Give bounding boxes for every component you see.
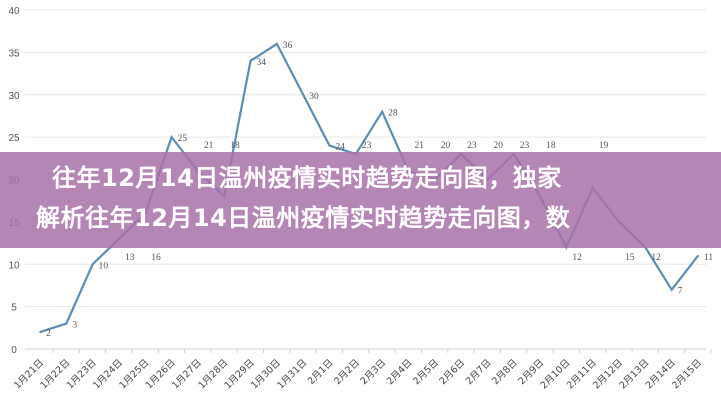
data-label: 25 bbox=[178, 134, 188, 144]
y-tick-label: 40 bbox=[8, 6, 20, 17]
data-label: 13 bbox=[125, 253, 135, 263]
data-label: 30 bbox=[309, 92, 319, 102]
data-point bbox=[302, 93, 305, 96]
data-label: 24 bbox=[336, 143, 346, 153]
banner-line-2: 解析往年12月14日温州疫情实时趋势走向图，数 bbox=[36, 204, 571, 232]
data-point bbox=[39, 331, 41, 333]
x-tick-label: 2月15日 bbox=[670, 357, 704, 391]
data-point bbox=[381, 110, 383, 113]
x-tick-label: 2月7日 bbox=[464, 357, 494, 387]
data-label: 3 bbox=[72, 321, 77, 331]
y-tick-label: 0 bbox=[11, 345, 17, 356]
x-tick-label: 2月1日 bbox=[306, 357, 336, 387]
data-label: 34 bbox=[257, 58, 267, 68]
data-point bbox=[328, 144, 331, 147]
banner-line-1: 往年12月14日温州疫情实时趋势走向图，独家 bbox=[52, 164, 562, 192]
data-label: 18 bbox=[230, 141, 240, 151]
data-label: 2 bbox=[46, 329, 51, 339]
y-tick-label: 10 bbox=[8, 260, 20, 271]
y-tick-label: 25 bbox=[8, 133, 20, 144]
y-tick-label: 30 bbox=[8, 91, 20, 102]
data-point bbox=[697, 254, 699, 257]
title-banner: 往年12月14日温州疫情实时趋势走向图，独家 解析往年12月14日温州疫情实时趋… bbox=[0, 152, 721, 248]
data-label: 16 bbox=[151, 253, 161, 263]
x-tick-label: 2月3日 bbox=[359, 357, 389, 387]
data-point bbox=[249, 60, 252, 62]
x-tick-label: 2月4日 bbox=[385, 357, 415, 387]
data-label: 21 bbox=[414, 141, 424, 151]
x-tick-label: 2月6日 bbox=[437, 357, 467, 387]
data-point bbox=[91, 263, 94, 266]
y-tick-label: 5 bbox=[11, 303, 17, 314]
x-tick-label: 2月5日 bbox=[411, 357, 441, 387]
data-label: 23 bbox=[520, 141, 530, 151]
x-tick-label: 1月31日 bbox=[275, 357, 309, 391]
y-tick-label: 35 bbox=[8, 48, 20, 59]
data-label: 19 bbox=[599, 141, 609, 151]
data-label: 15 bbox=[625, 253, 635, 263]
data-label: 20 bbox=[493, 141, 503, 151]
data-label: 12 bbox=[651, 253, 661, 263]
x-tick-label: 2月8日 bbox=[490, 357, 520, 387]
data-label: 11 bbox=[704, 253, 713, 263]
data-label: 18 bbox=[546, 141, 556, 151]
data-point bbox=[65, 322, 68, 325]
data-label: 28 bbox=[388, 109, 398, 119]
data-label: 12 bbox=[572, 253, 582, 263]
data-point bbox=[276, 43, 278, 45]
data-label: 21 bbox=[204, 141, 214, 151]
data-point bbox=[170, 136, 173, 138]
data-label: 23 bbox=[467, 141, 477, 151]
data-label: 20 bbox=[441, 141, 451, 151]
data-label: 7 bbox=[678, 287, 683, 297]
data-label: 10 bbox=[99, 261, 109, 271]
x-tick-label: 2月2日 bbox=[332, 357, 362, 387]
data-label: 23 bbox=[362, 141, 372, 151]
data-label: 36 bbox=[283, 41, 293, 51]
data-point bbox=[670, 288, 673, 291]
